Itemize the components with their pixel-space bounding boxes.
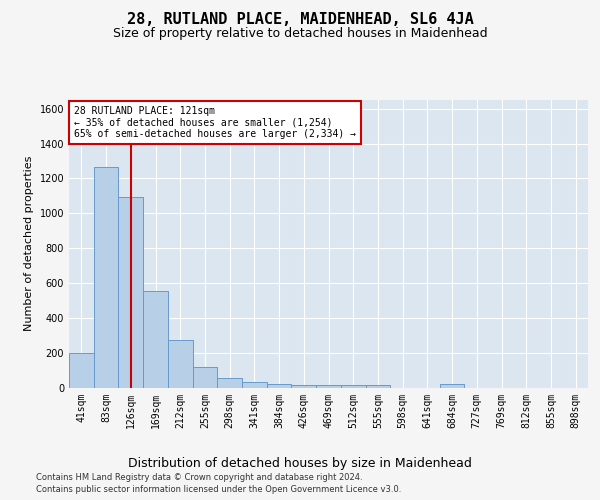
Bar [440,384,464,388]
Text: Distribution of detached houses by size in Maidenhead: Distribution of detached houses by size … [128,458,472,470]
Bar [168,340,193,388]
Text: Contains public sector information licensed under the Open Government Licence v3: Contains public sector information licen… [36,485,401,494]
Text: Contains HM Land Registry data © Crown copyright and database right 2024.: Contains HM Land Registry data © Crown c… [36,472,362,482]
Bar [292,386,316,388]
Y-axis label: Number of detached properties: Number of detached properties [24,156,34,332]
Bar [316,386,341,388]
Bar [94,167,118,388]
Text: 28 RUTLAND PLACE: 121sqm
← 35% of detached houses are smaller (1,254)
65% of sem: 28 RUTLAND PLACE: 121sqm ← 35% of detach… [74,106,356,139]
Bar [267,384,292,388]
Bar [69,352,94,388]
Text: 28, RUTLAND PLACE, MAIDENHEAD, SL6 4JA: 28, RUTLAND PLACE, MAIDENHEAD, SL6 4JA [127,12,473,28]
Text: Size of property relative to detached houses in Maidenhead: Size of property relative to detached ho… [113,28,487,40]
Bar [193,366,217,388]
Bar [143,291,168,388]
Bar [118,196,143,388]
Bar [365,386,390,388]
Bar [217,378,242,388]
Bar [341,386,365,388]
Bar [242,382,267,388]
